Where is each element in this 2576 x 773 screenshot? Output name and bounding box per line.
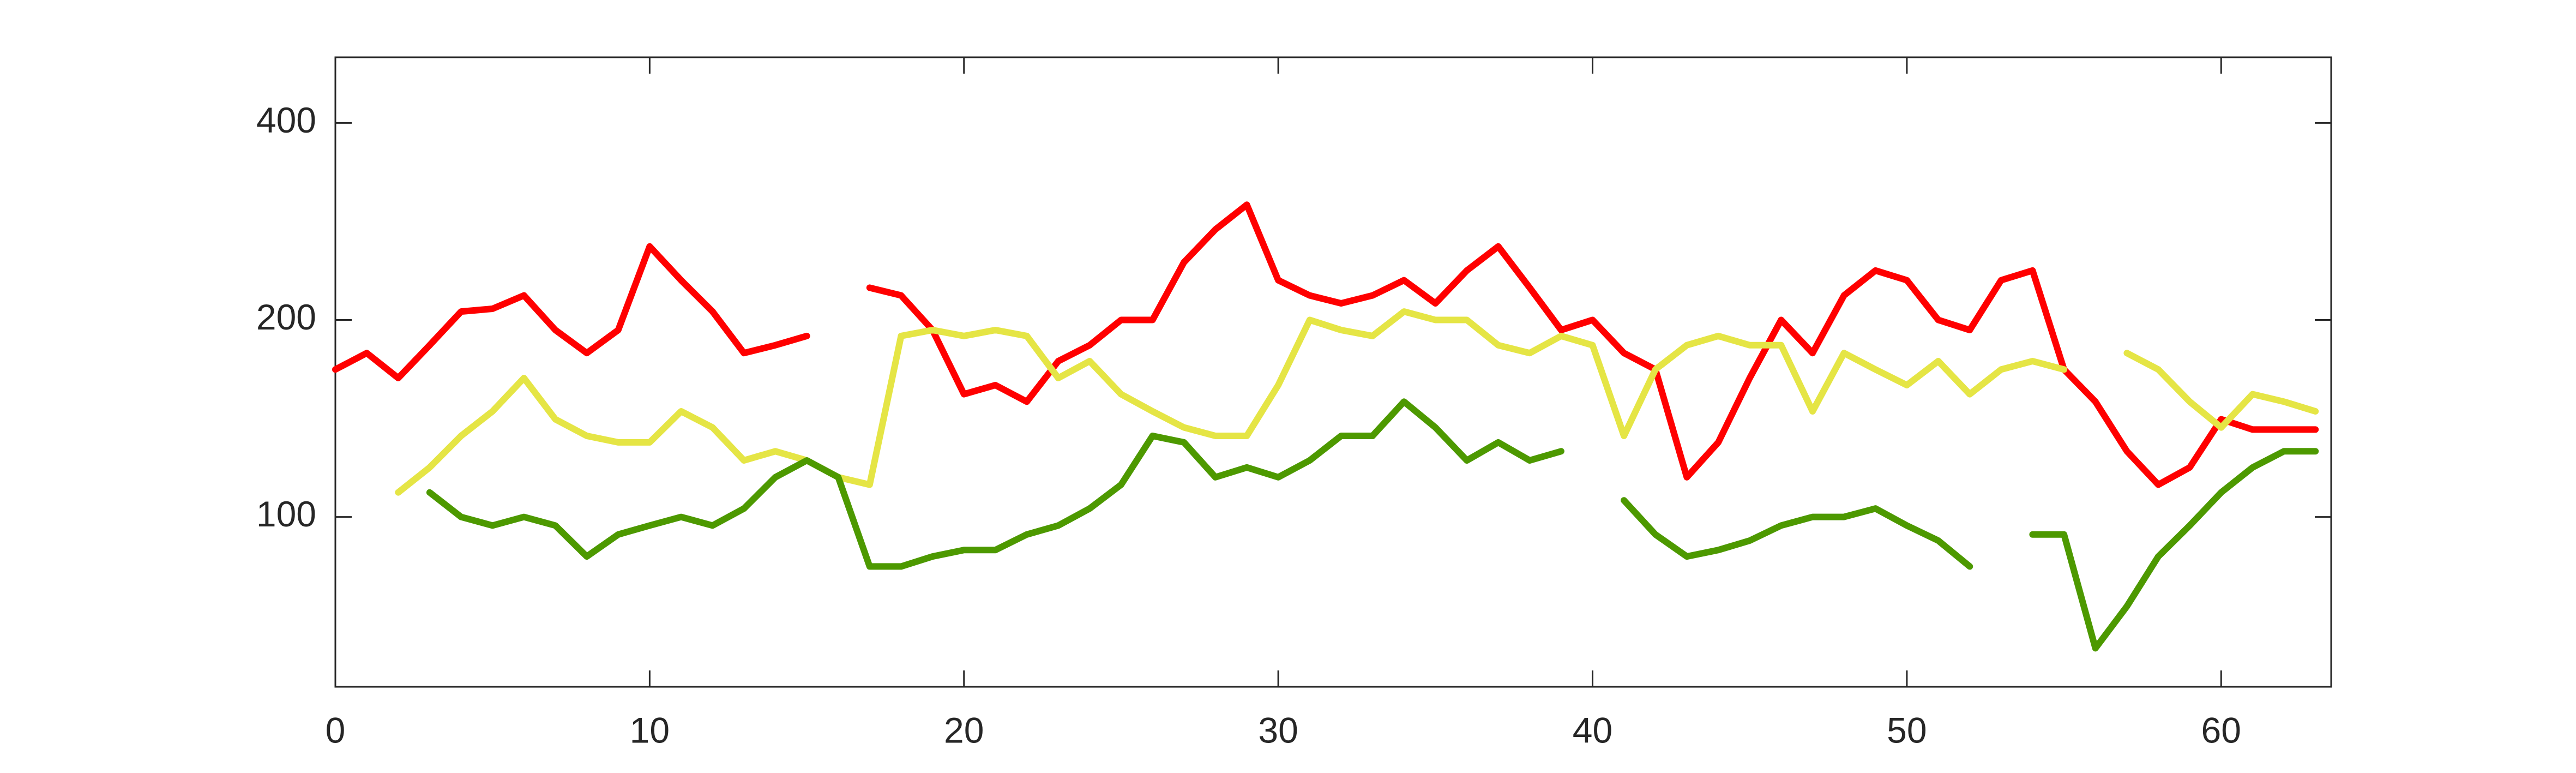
y-tick-label: 200 bbox=[256, 297, 316, 337]
x-tick-label: 40 bbox=[1573, 710, 1612, 750]
series-line bbox=[332, 201, 2319, 488]
y-tick-label: 400 bbox=[256, 100, 316, 140]
x-tick-label: 60 bbox=[2201, 710, 2241, 750]
series-line bbox=[426, 398, 2319, 652]
x-tick-label: 10 bbox=[630, 710, 670, 750]
y-tick-label: 100 bbox=[256, 494, 316, 534]
x-tick-label: 50 bbox=[1887, 710, 1927, 750]
plot-area bbox=[334, 56, 2332, 688]
x-tick-label: 30 bbox=[1258, 710, 1298, 750]
x-tick-label: 0 bbox=[326, 710, 346, 750]
x-tick-label: 20 bbox=[944, 710, 984, 750]
series-line bbox=[395, 308, 2319, 496]
